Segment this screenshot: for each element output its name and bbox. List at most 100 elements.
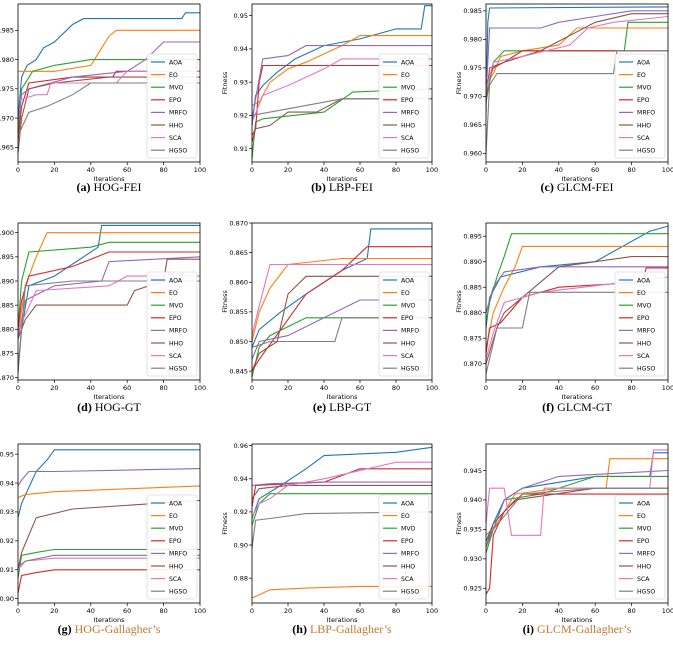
y-tick-label: 0.94 bbox=[234, 45, 248, 53]
legend-entry: EPO bbox=[169, 538, 182, 545]
x-tick-label: 40 bbox=[87, 166, 95, 174]
y-axis-label: Fitness bbox=[221, 512, 229, 535]
series-group bbox=[486, 225, 668, 375]
x-tick-label: 20 bbox=[518, 384, 526, 392]
series-line-hgso bbox=[252, 317, 432, 348]
legend-entry: HHO bbox=[401, 340, 415, 347]
series-line-mvo bbox=[18, 241, 200, 330]
legend-entry: EO bbox=[637, 290, 646, 297]
panel-caption: (i) GLCM-Gallagher’s bbox=[465, 622, 673, 637]
series-line-sca bbox=[18, 70, 200, 102]
legend-entry: SCA bbox=[169, 576, 182, 583]
x-tick-label: 80 bbox=[392, 166, 400, 174]
legend-entry: AOA bbox=[637, 277, 651, 284]
legend-box bbox=[614, 53, 666, 159]
legend-entry: EPO bbox=[401, 97, 414, 104]
legend-entry: EO bbox=[169, 72, 178, 79]
series-line-sca bbox=[252, 263, 432, 336]
series-line-eo bbox=[18, 232, 200, 335]
y-tick-label: 0.92 bbox=[234, 508, 248, 516]
x-tick-label: 100 bbox=[662, 384, 673, 392]
legend: AOA EO MVO EPO MRFO HHO SCA HGSO bbox=[614, 494, 666, 600]
x-tick-label: 20 bbox=[284, 607, 292, 615]
y-tick-label: 0.965 bbox=[0, 144, 14, 152]
x-tick-label: 100 bbox=[662, 166, 673, 174]
legend-entry: EO bbox=[401, 72, 410, 79]
y-tick-label: 0.885 bbox=[463, 284, 482, 292]
panel-caption-text: HOG-Gallagher’s bbox=[74, 622, 161, 636]
x-tick-label: 60 bbox=[123, 166, 131, 174]
series-line-epo bbox=[252, 64, 432, 143]
panel-caption-text: GLCM-FEI bbox=[556, 180, 614, 194]
x-tick-label: 0 bbox=[484, 384, 488, 392]
x-tick-label: 40 bbox=[87, 384, 95, 392]
y-tick-label: 0.94 bbox=[0, 479, 14, 487]
legend-entry: HGSO bbox=[637, 148, 655, 155]
y-axis-label: Fitness bbox=[455, 71, 463, 94]
y-tick-label: 0.870 bbox=[229, 219, 248, 227]
legend-entry: HGSO bbox=[401, 366, 419, 373]
series-line-mrfo bbox=[486, 10, 668, 97]
y-tick-label: 0.930 bbox=[463, 555, 482, 563]
legend-entry: SCA bbox=[169, 353, 182, 360]
series-group bbox=[486, 449, 668, 595]
x-tick-label: 80 bbox=[159, 384, 167, 392]
legend-entry: HGSO bbox=[637, 366, 655, 373]
y-tick-label: 0.880 bbox=[463, 309, 482, 317]
x-axis-label: Iterations bbox=[327, 393, 359, 401]
legend-box bbox=[614, 494, 666, 600]
y-tick-label: 0.895 bbox=[463, 233, 482, 241]
x-tick-label: 20 bbox=[50, 166, 58, 174]
plot-frame bbox=[251, 443, 433, 604]
plot-frame bbox=[17, 222, 201, 381]
x-tick-label: 40 bbox=[555, 607, 563, 615]
series-group bbox=[486, 6, 668, 154]
series-line-sca bbox=[486, 449, 668, 536]
legend-entry: MRFO bbox=[401, 110, 419, 117]
panel-label: (f) bbox=[542, 400, 555, 414]
legend: AOA EO MVO EPO MRFO HHO SCA HGSO bbox=[614, 271, 666, 377]
x-axis-label: Iterations bbox=[327, 175, 359, 183]
x-tick-label: 100 bbox=[194, 607, 206, 615]
series-group bbox=[252, 5, 432, 159]
legend-entry: SCA bbox=[637, 353, 650, 360]
series-line-mrfo bbox=[252, 481, 432, 486]
legend-entry: HHO bbox=[401, 122, 415, 129]
y-tick-label: 0.945 bbox=[463, 467, 482, 475]
series-line-hgso bbox=[486, 487, 668, 548]
y-tick-label: 0.980 bbox=[0, 56, 14, 64]
x-tick-label: 80 bbox=[392, 384, 400, 392]
legend-entry: SCA bbox=[401, 353, 414, 360]
legend-entry: EPO bbox=[637, 315, 650, 322]
legend: AOA EO MVO EPO MRFO HHO SCA HGSO bbox=[146, 494, 198, 600]
panel-caption-text: LBP-GT bbox=[329, 400, 372, 414]
y-tick-label: 0.975 bbox=[463, 64, 482, 72]
series-line-hgso bbox=[18, 554, 200, 568]
x-tick-label: 60 bbox=[591, 607, 599, 615]
series-line-mrfo bbox=[18, 41, 200, 125]
y-tick-label: 0.845 bbox=[229, 367, 248, 375]
legend-entry: HGSO bbox=[169, 148, 187, 155]
chart-panel-4: 0 20 40 60 80 100 0.870 0.875 0.880 0.885 0.890 0.8… bbox=[0, 222, 206, 401]
legend-entry: HGSO bbox=[637, 589, 655, 596]
y-tick-label: 0.855 bbox=[229, 308, 248, 316]
series-group bbox=[252, 446, 432, 599]
panel-label: (h) bbox=[292, 622, 307, 636]
series-line-eo bbox=[252, 257, 432, 342]
y-tick-label: 0.935 bbox=[463, 526, 482, 534]
legend-entry: MVO bbox=[169, 85, 183, 92]
x-axis-label: Iterations bbox=[327, 616, 359, 624]
chart-panel-2: 0 20 40 60 80 100 0.91 0.92 0.93 0.94 0.95 Iteratio… bbox=[221, 3, 438, 183]
series-line-epo bbox=[252, 246, 432, 372]
y-tick-label: 0.980 bbox=[463, 36, 482, 44]
legend-entry: EPO bbox=[637, 538, 650, 545]
panel-caption: (c) GLCM-FEI bbox=[465, 180, 673, 195]
series-line-mvo bbox=[486, 233, 668, 323]
x-tick-label: 0 bbox=[16, 607, 20, 615]
legend-entry: MRFO bbox=[401, 328, 419, 335]
series-line-aoa bbox=[252, 446, 432, 519]
series-line-aoa bbox=[18, 12, 200, 119]
y-tick-label: 0.890 bbox=[463, 258, 482, 266]
legend-entry: MRFO bbox=[169, 110, 187, 117]
legend-box bbox=[614, 271, 666, 377]
